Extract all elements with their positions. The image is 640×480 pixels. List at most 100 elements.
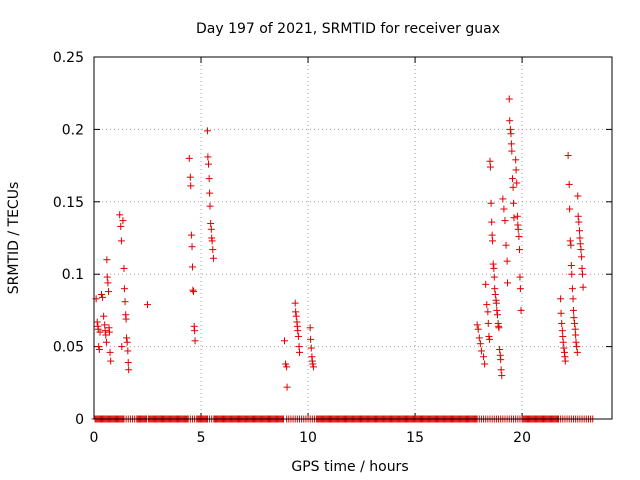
y-axis-label: SRMTID / TECUs [6, 182, 22, 295]
data-point [567, 262, 575, 270]
data-point [95, 343, 103, 351]
y-tick-label: 0.25 [53, 50, 84, 66]
data-point [185, 154, 193, 162]
data-point [282, 360, 290, 368]
data-point [481, 360, 489, 368]
data-point [493, 311, 501, 319]
data-point [283, 363, 291, 371]
data-point [207, 220, 215, 228]
data-point [118, 343, 126, 351]
data-point [309, 363, 317, 371]
data-point [489, 237, 497, 245]
data-point [191, 337, 199, 345]
data-point [476, 340, 484, 348]
data-point [568, 270, 576, 278]
data-point [492, 299, 500, 307]
data-point [499, 195, 507, 203]
data-point [559, 338, 567, 346]
data-point [124, 347, 132, 355]
data-point [497, 366, 505, 374]
data-point [513, 212, 521, 220]
x-tick-label: 20 [513, 430, 531, 446]
data-point [309, 360, 317, 368]
data-point [483, 301, 491, 309]
data-point [125, 366, 133, 374]
data-point [565, 180, 573, 188]
data-point [569, 306, 577, 314]
data-point [283, 383, 291, 391]
y-tick-label: 0.15 [53, 195, 84, 211]
data-point [209, 254, 217, 262]
data-point [100, 312, 108, 320]
data-point [572, 331, 580, 339]
data-point [488, 218, 496, 226]
data-point [513, 179, 521, 187]
data-point [205, 175, 213, 183]
data-point [571, 319, 579, 327]
data-point [487, 199, 495, 207]
data-point [96, 328, 104, 336]
data-point [116, 211, 124, 219]
data-point [121, 298, 129, 306]
data-point [567, 241, 575, 249]
data-point [573, 348, 581, 356]
data-point [575, 227, 583, 235]
data-point [294, 332, 302, 340]
data-point [188, 263, 196, 271]
data-point [484, 308, 492, 316]
data-point [485, 332, 493, 340]
data-point [514, 225, 522, 233]
data-point [101, 327, 109, 335]
data-point [93, 318, 101, 326]
x-tick-label: 0 [90, 430, 99, 446]
data-point [295, 348, 303, 356]
data-point [473, 321, 481, 329]
x-tick-label: 10 [299, 430, 317, 446]
data-point [495, 324, 503, 332]
data-point [206, 202, 214, 210]
data-point [512, 166, 520, 174]
data-point [484, 319, 492, 327]
data-point [124, 359, 132, 367]
data-points [91, 95, 597, 423]
data-point [123, 334, 131, 342]
data-point [504, 279, 512, 287]
data-point [496, 345, 504, 353]
data-point [103, 273, 111, 281]
data-point [105, 288, 113, 296]
data-point [281, 337, 289, 345]
data-point [502, 241, 510, 249]
data-point [506, 117, 514, 125]
data-point [566, 237, 574, 245]
data-point [572, 338, 580, 346]
data-point [187, 231, 195, 239]
data-point [564, 151, 572, 159]
axis-tick-labels: 0 0.05 0.1 0.15 0.2 0.25 0 5 10 15 20 [53, 50, 531, 446]
data-point [579, 283, 587, 291]
data-point [105, 328, 113, 336]
x-axis-label: GPS time / hours [291, 459, 408, 475]
data-point [506, 125, 514, 133]
data-point [515, 233, 523, 241]
data-point [188, 243, 196, 251]
data-point [491, 290, 499, 298]
data-point [486, 163, 494, 171]
chart-title: Day 197 of 2021, SRMTID for receiver gua… [196, 21, 500, 37]
data-point [493, 306, 501, 314]
data-point [557, 295, 565, 303]
data-point [477, 347, 485, 355]
data-point [570, 314, 578, 322]
data-point [102, 338, 110, 346]
data-point [573, 343, 581, 351]
data-point [474, 325, 482, 333]
data-point [575, 218, 583, 226]
x-tick-label: 5 [197, 430, 206, 446]
data-point [144, 301, 152, 309]
data-point [117, 237, 125, 245]
data-point [561, 357, 569, 365]
data-point [574, 212, 582, 220]
data-point [490, 273, 498, 281]
data-point [307, 335, 315, 343]
x-tick-label: 15 [406, 430, 424, 446]
